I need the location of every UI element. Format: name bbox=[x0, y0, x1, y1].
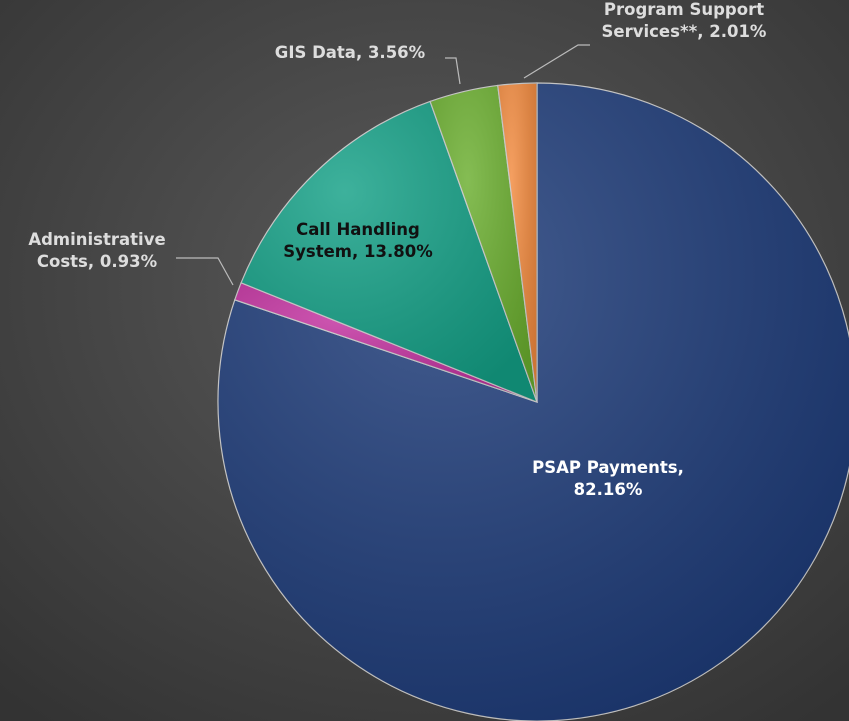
slice-shade bbox=[218, 83, 849, 721]
data-label: GIS Data, 3.56% bbox=[275, 43, 426, 62]
pie bbox=[217, 82, 849, 721]
slice-shade bbox=[430, 85, 537, 402]
leader-line bbox=[445, 57, 461, 85]
data-label: System, 13.80% bbox=[283, 242, 433, 261]
slice-shade bbox=[241, 101, 537, 402]
slice-shade bbox=[497, 83, 537, 402]
data-label: Call Handling bbox=[296, 220, 420, 239]
data-label: PSAP Payments, bbox=[532, 458, 684, 477]
leader-line bbox=[523, 44, 590, 79]
labels: PSAP Payments, 82.16% Administrative Costs,… bbox=[28, 0, 767, 499]
data-label: 82.16% bbox=[574, 480, 643, 499]
data-label: Program Support bbox=[604, 0, 764, 19]
leader-line bbox=[176, 257, 234, 286]
data-label: Services**, 2.01% bbox=[602, 22, 767, 41]
data-label: Administrative bbox=[28, 230, 165, 249]
data-label: Costs, 0.93% bbox=[37, 252, 158, 271]
